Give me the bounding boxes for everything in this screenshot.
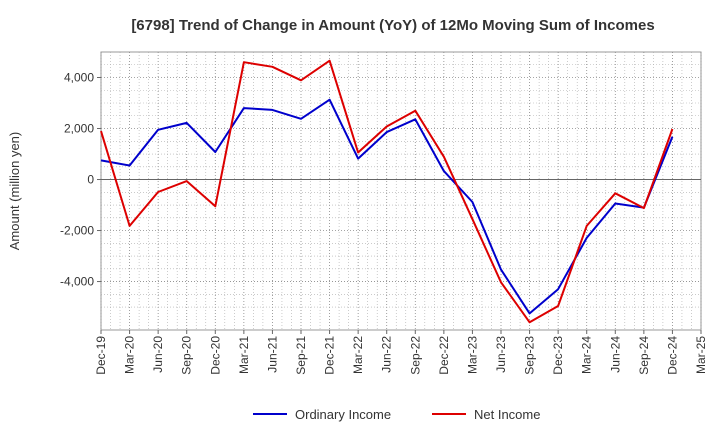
x-tick-label: Sep-20 (180, 336, 194, 375)
x-tick-label: Mar-22 (351, 336, 365, 374)
x-tick-label: Dec-22 (437, 336, 451, 375)
x-tick-label: Dec-21 (323, 336, 337, 375)
x-tick-label: Sep-22 (408, 336, 422, 375)
x-tick-label: Sep-23 (523, 336, 537, 375)
series-line-net-income (100, 59, 674, 324)
y-tick-label: 0 (87, 173, 94, 187)
legend: Ordinary Income Net Income (253, 407, 540, 422)
y-tick-label: -2,000 (60, 224, 94, 238)
series-lines (100, 59, 674, 324)
y-tick-label: -4,000 (60, 275, 94, 289)
legend-label: Ordinary Income (295, 407, 391, 422)
x-tick-label: Sep-24 (637, 336, 651, 375)
x-tick-label: Mar-21 (237, 336, 251, 374)
x-tick-label: Jun-21 (265, 336, 279, 373)
x-tick-label: Jun-22 (380, 336, 394, 373)
x-tick-label: Mar-25 (694, 336, 708, 374)
x-tick-label: Jun-24 (608, 336, 622, 373)
x-tick-label: Dec-20 (208, 336, 222, 375)
x-tick-label: Dec-23 (551, 336, 565, 375)
x-tick-label: Jun-20 (151, 336, 165, 373)
x-tick-label: Jun-23 (494, 336, 508, 373)
x-tick-label: Mar-20 (123, 336, 137, 374)
plot-area (100, 51, 702, 331)
x-tick-label: Sep-21 (294, 336, 308, 375)
x-tick-label: Dec-19 (94, 336, 108, 375)
y-axis-label: Amount (million yen) (7, 132, 22, 251)
x-tick-label: Dec-24 (665, 336, 679, 375)
y-tick-label: 4,000 (64, 71, 94, 85)
x-tick-label: Mar-23 (465, 336, 479, 374)
chart-title: [6798] Trend of Change in Amount (YoY) o… (131, 17, 654, 34)
x-tick-label: Mar-24 (580, 336, 594, 374)
axes: -4,000 -2,000 0 2,000 4,000 Dec-19 Mar-20 Jun-2… (60, 71, 708, 375)
grid (100, 51, 702, 331)
legend-label: Net Income (474, 407, 540, 422)
y-tick-label: 2,000 (64, 122, 94, 136)
